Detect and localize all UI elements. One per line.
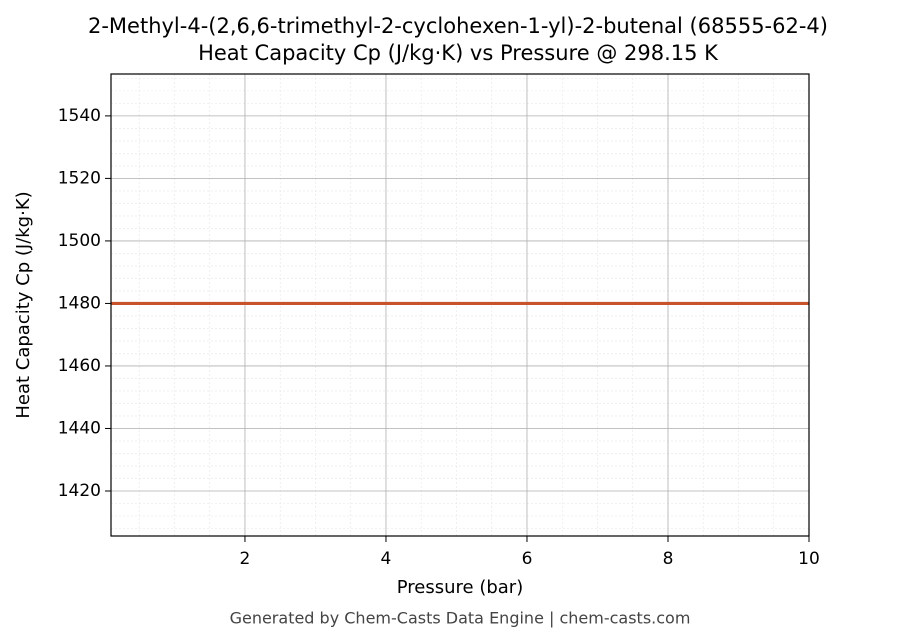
plot-frame bbox=[110, 73, 810, 537]
footer: Generated by Chem-Casts Data Engine | ch… bbox=[230, 609, 691, 628]
x-tick-label: 4 bbox=[381, 549, 392, 569]
y-tick-label: 1520 bbox=[58, 168, 101, 188]
y-tick-label: 1480 bbox=[58, 293, 101, 313]
y-axis-label: Heat Capacity Cp (J/kg·K) bbox=[13, 191, 34, 418]
y-tick-label: 1460 bbox=[58, 356, 101, 376]
chart-subtitle: Heat Capacity Cp (J/kg·K) vs Pressure @ … bbox=[198, 41, 719, 65]
y-tick-label: 1500 bbox=[58, 231, 101, 251]
y-tick-label: 1420 bbox=[58, 481, 101, 501]
y-tick-label: 1440 bbox=[58, 418, 101, 438]
x-axis-label: Pressure (bar) bbox=[397, 577, 523, 598]
y-tick-label: 1540 bbox=[58, 106, 101, 126]
x-tick-label: 8 bbox=[663, 549, 674, 569]
x-tick-label: 6 bbox=[522, 549, 533, 569]
x-tick-label: 10 bbox=[798, 549, 820, 569]
chart-title: 2-Methyl-4-(2,6,6-trimethyl-2-cyclohexen… bbox=[88, 14, 828, 38]
x-tick-label: 2 bbox=[240, 549, 251, 569]
